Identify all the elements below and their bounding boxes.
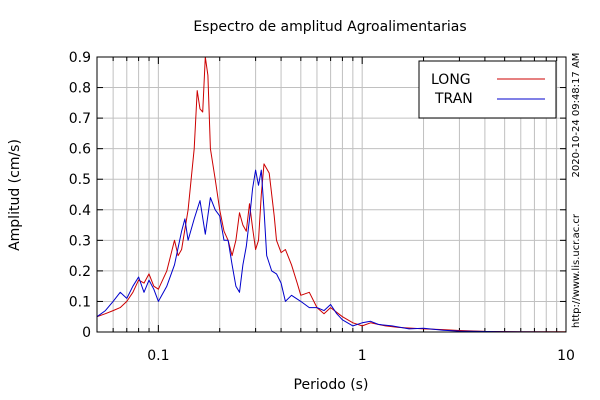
legend-label-tran: TRAN xyxy=(434,91,473,107)
y-tick-label: 0.8 xyxy=(69,81,91,97)
y-tick-label: 0.9 xyxy=(69,50,91,66)
y-tick-label: 0.2 xyxy=(69,264,91,280)
legend-box xyxy=(418,60,557,119)
series-lines xyxy=(96,56,567,333)
y-tick-label: 0.7 xyxy=(69,111,91,127)
legend-label-long: LONG xyxy=(431,72,471,88)
tick-labels: 0 0.1 0.2 0.3 0.4 0.5 0.6 0.7 0.8 0.9 0.1 1 10 xyxy=(69,50,575,364)
y-tick-label: 0.3 xyxy=(69,233,91,249)
plot-frame xyxy=(96,56,567,333)
x-tick-label: 1 xyxy=(358,348,367,364)
x-tick-label: 0.1 xyxy=(147,348,169,364)
legend: LONG TRAN xyxy=(418,60,557,119)
x-tick-label: 10 xyxy=(557,348,575,364)
y-tick-label: 0.6 xyxy=(69,142,91,158)
series-line-tran xyxy=(96,169,567,333)
y-tick-label: 0.1 xyxy=(69,294,91,310)
y-axis-label: Amplitud (cm/s) xyxy=(7,139,23,251)
source-url-annotation: http://www.lis.ucr.ac.cr xyxy=(571,213,582,328)
chart-title: Espectro de amplitud Agroalimentarias xyxy=(193,19,466,35)
grid-lines xyxy=(96,56,567,333)
x-axis-label: Periodo (s) xyxy=(294,377,369,393)
y-tick-label: 0 xyxy=(82,325,91,341)
series-line-long xyxy=(96,56,566,333)
y-tick-label: 0.4 xyxy=(69,203,91,219)
timestamp-annotation: 2020-10-24 09:48:17 AM xyxy=(571,53,582,178)
y-tick-label: 0.5 xyxy=(69,172,91,188)
